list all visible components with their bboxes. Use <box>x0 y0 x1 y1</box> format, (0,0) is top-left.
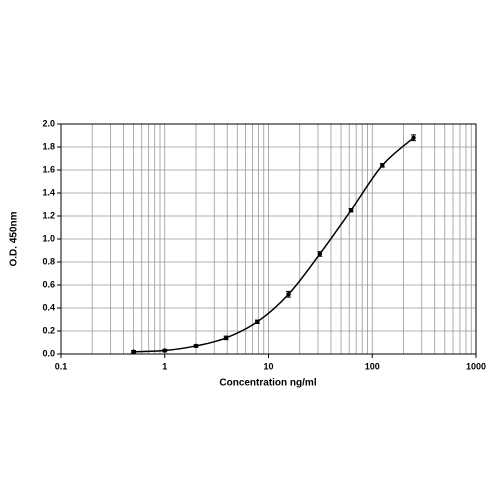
point <box>131 349 136 354</box>
plot-border <box>60 123 477 355</box>
point <box>162 348 167 353</box>
point <box>286 292 291 297</box>
x-tick-label: 10 <box>263 361 273 371</box>
x-axis-title: Concentration ng/ml <box>219 378 316 389</box>
y-tick-label: 1.2 <box>42 210 55 220</box>
y-tick-label: 0.4 <box>42 302 55 312</box>
y-tick-label: 1.4 <box>42 187 55 197</box>
x-tick-label: 1 <box>162 361 167 371</box>
y-tick-label: 1.8 <box>42 141 55 151</box>
point <box>255 319 260 324</box>
point <box>380 163 385 168</box>
y-tick-label: 1.0 <box>42 233 55 243</box>
y-axis-title: O.D. 450nm <box>9 211 20 266</box>
y-tick-label: 0.0 <box>42 348 55 358</box>
point <box>193 343 199 349</box>
y-tick-label: 1.6 <box>42 164 55 174</box>
point <box>411 135 416 140</box>
x-tick-label: 1000 <box>466 361 486 371</box>
x-tick-label: 100 <box>365 361 380 371</box>
y-tick-label: 0.2 <box>42 325 55 335</box>
point <box>317 251 323 257</box>
point <box>348 208 354 213</box>
x-tick-label: 0.1 <box>55 361 68 371</box>
y-tick-label: 2.0 <box>42 118 55 128</box>
fit-curve <box>133 137 415 353</box>
y-tick-label: 0.8 <box>42 256 55 266</box>
y-tick-label: 0.6 <box>42 279 55 289</box>
point <box>223 335 229 341</box>
